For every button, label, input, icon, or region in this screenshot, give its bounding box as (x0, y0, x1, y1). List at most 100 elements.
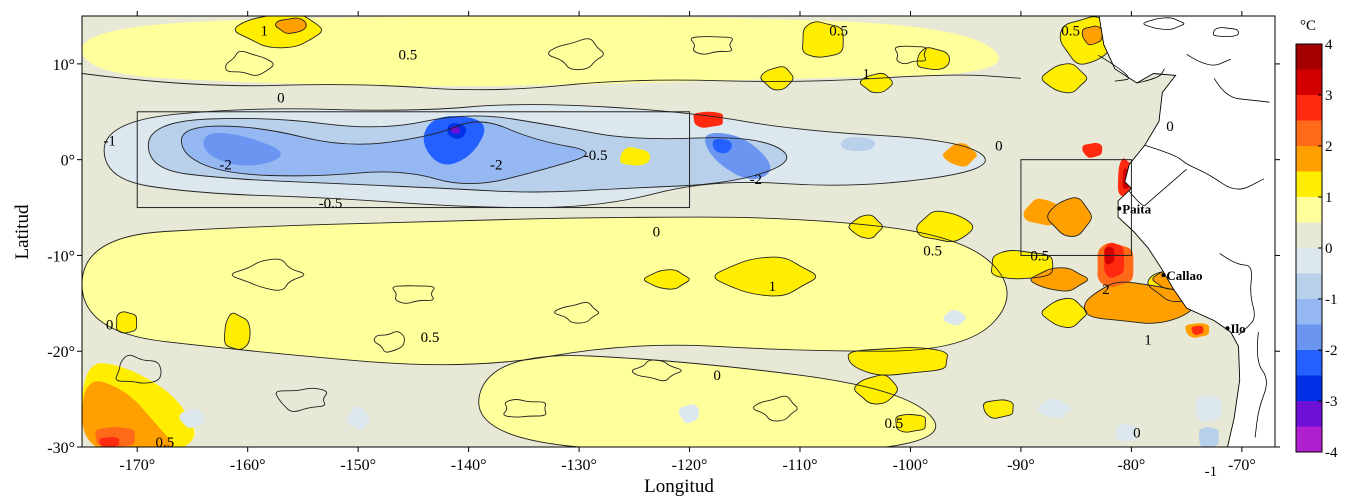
cool-patch (1195, 395, 1222, 423)
warm-patch-1 (848, 215, 883, 239)
contour-line (1041, 297, 1088, 328)
colorbar-bin (1296, 273, 1322, 299)
contour-label: -2 (750, 172, 763, 188)
contour-line (224, 312, 251, 350)
x-tick-label: -70° (1228, 457, 1256, 474)
contour-line (180, 121, 587, 184)
contour-label: 0 (1166, 119, 1174, 135)
country-border (1128, 168, 1187, 206)
anomaly-fields (82, 16, 1222, 447)
contour-label: 0 (1133, 426, 1141, 442)
contour-line (983, 399, 1014, 419)
contour-line (82, 73, 1021, 91)
contour-label: 0.5 (829, 23, 848, 39)
colorbar-tick-label: 2 (1325, 139, 1333, 155)
colorbar-tick-label: -3 (1325, 394, 1338, 410)
warm-spot-125 (620, 147, 651, 166)
colorbar-bin (1296, 248, 1322, 274)
contour-line (1047, 197, 1092, 237)
warm-spot-95 (942, 143, 977, 167)
contour-line (82, 216, 1008, 366)
contour-line (916, 47, 950, 71)
colorbar-bin (1296, 44, 1322, 70)
cold-core-central (423, 116, 485, 165)
cool-patch (1037, 398, 1072, 419)
cool-patch-1 (1198, 427, 1219, 447)
y-tick-label: -30° (47, 440, 75, 457)
contour-label: 1 (863, 66, 871, 82)
contour-label: -1 (1205, 464, 1218, 480)
contour-label: 1 (769, 279, 777, 295)
country-border (1186, 53, 1231, 66)
warm-patch-1-5 (1030, 267, 1088, 292)
contour-line (225, 50, 274, 76)
colorbar-bin (1296, 375, 1322, 401)
contour-line (916, 210, 974, 243)
warm-patch-1 (983, 399, 1014, 419)
city-label: Ilo (1231, 321, 1246, 336)
contour-line (760, 66, 794, 91)
nino-3-4-box (136, 111, 691, 209)
colorbar-bin (1296, 171, 1322, 197)
city-markers: Paita Callao Ilo (1117, 202, 1246, 336)
contour-line (1059, 16, 1112, 65)
contour-labels: 1 0.5 0.5 1 0.5 0 -1 -2 -0.5 -2 -0.5 0 -2 0 0 0.5 0.5 2 1 0… (103, 23, 1217, 480)
contour-line (631, 359, 682, 382)
cold-spot-110 (841, 136, 875, 152)
region-boxes (136, 111, 1132, 256)
cool-patch (346, 406, 370, 430)
colorbar-bin (1296, 95, 1322, 121)
contour-label: 0.5 (421, 330, 440, 346)
contour-label: 0 (653, 225, 661, 241)
y-tick-label: 0° (61, 153, 75, 170)
y-axis-title: Latitud (12, 204, 33, 259)
x-tick-label: -90° (1007, 457, 1035, 474)
colorbar-bin (1296, 350, 1322, 376)
contour-line (895, 414, 926, 433)
contour-line (990, 250, 1054, 280)
contour-line (714, 256, 817, 297)
contour-label: 0.5 (1061, 23, 1080, 39)
contour-label: -0.5 (584, 148, 608, 164)
south-america-land (1098, 16, 1275, 447)
colorbar-bin (1296, 69, 1322, 95)
warm-patch-1 (848, 347, 948, 376)
contour-line (548, 38, 604, 71)
colorbar: 4 3 2 1 0 -1 -2 -3 -4 (1295, 37, 1338, 461)
colorbar-tick-label: -1 (1325, 292, 1338, 308)
coastline (1098, 16, 1275, 447)
warm-patch-1 (714, 257, 816, 296)
x-tick-label: -160° (230, 457, 266, 474)
warm-patch-1 (1042, 63, 1087, 93)
contour-label: 0.5 (885, 416, 904, 432)
contour-label: 0.5 (1030, 248, 1049, 264)
colorbar-bin (1296, 401, 1322, 427)
contour-line (1081, 25, 1103, 46)
contour-label: 0.5 (398, 47, 417, 63)
contour-line (373, 331, 405, 353)
warm-patch-1 (991, 250, 1053, 279)
contour-line (392, 285, 435, 304)
city-dot (1161, 273, 1166, 278)
contour-label: 0.5 (155, 435, 174, 451)
colorbar-bin (1296, 222, 1322, 248)
colorbar-tick-label: 1 (1325, 190, 1333, 206)
contour-label: 0 (106, 317, 114, 333)
cold-tongue-minus1-5 (181, 121, 587, 184)
warm-patch-1 (760, 66, 794, 90)
warm-patch-1 (116, 311, 137, 333)
contour-line (234, 16, 322, 49)
contour-label: -1 (103, 134, 116, 150)
cold-core-west (203, 132, 281, 166)
island (1212, 27, 1239, 38)
colorbar-bin (1296, 324, 1322, 350)
contour-line (115, 354, 162, 384)
warm-patch-1 (917, 47, 950, 70)
cool-patch (1115, 423, 1137, 442)
cold-core-east-deep (712, 138, 732, 154)
warm-spot-118 (693, 111, 724, 128)
warm-patch-1-5 (1084, 282, 1195, 324)
x-tick-label: -100° (893, 457, 929, 474)
coastal-box (1020, 159, 1132, 256)
y-tick-label: -10° (47, 248, 75, 265)
